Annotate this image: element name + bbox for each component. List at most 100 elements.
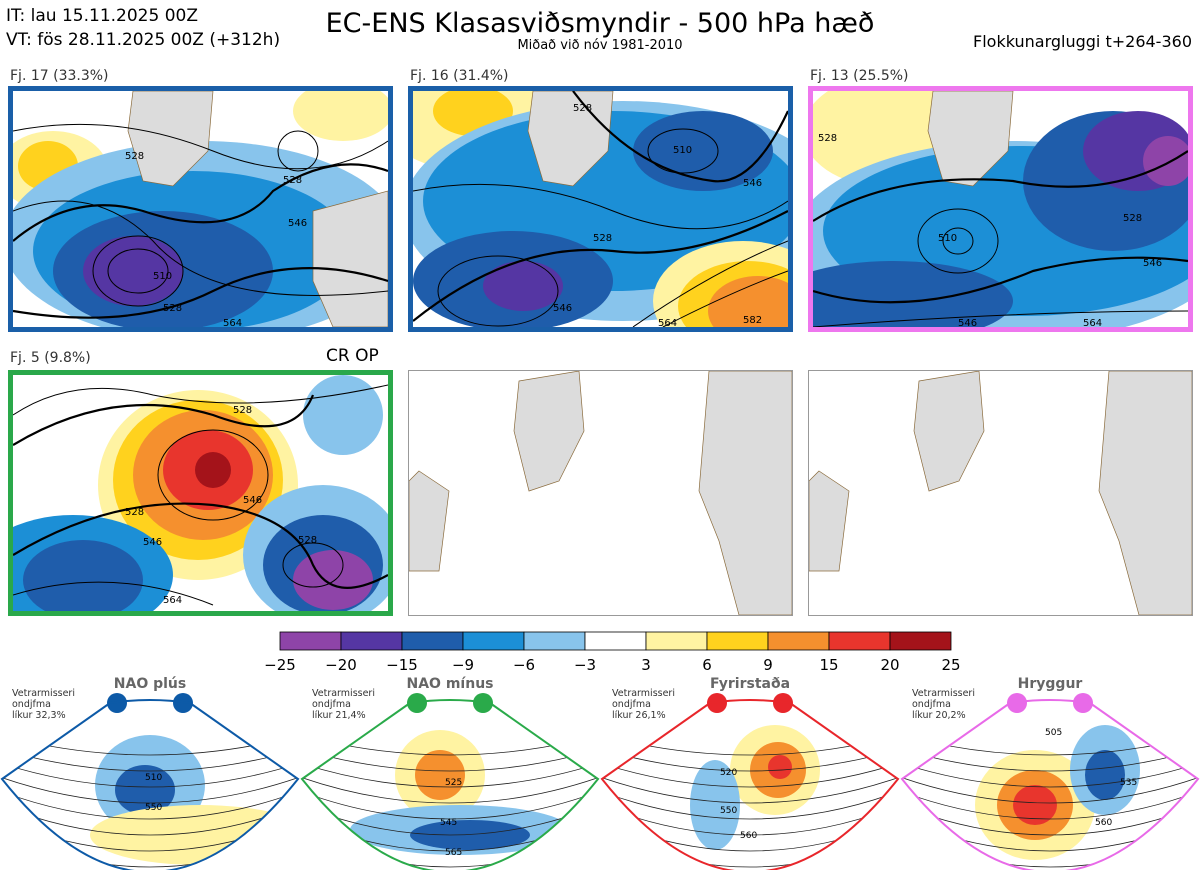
land-mass	[927, 91, 1014, 187]
height-contour	[813, 150, 1188, 222]
regime-probability-note: Vetrarmisseri ondjfma líkur 20,2%	[912, 688, 975, 721]
land-mass	[809, 470, 850, 572]
contour-label: 528	[163, 303, 182, 314]
contour-label: 535	[1120, 778, 1137, 788]
contour-label: 520	[720, 768, 737, 778]
colorbar-swatch	[523, 631, 586, 651]
colorbar-tick-label: −3	[574, 656, 596, 674]
height-contour	[13, 502, 388, 589]
regime-map: 505 535 560	[900, 699, 1200, 870]
climatology-subtitle: Miðað við nóv 1981-2010	[517, 38, 683, 53]
height-contour	[662, 270, 788, 327]
height-contour	[602, 762, 898, 788]
contour-label: 546	[288, 218, 307, 229]
anomaly-field	[293, 91, 388, 141]
land-mass	[1098, 371, 1192, 615]
height-contour	[602, 748, 898, 772]
colorbar-tick-label: 6	[702, 656, 712, 674]
height-contour	[2, 748, 298, 772]
contour-label: 564	[163, 595, 182, 606]
anomaly-field	[690, 760, 740, 850]
anomaly-field	[768, 755, 792, 779]
contour-label: 546	[553, 303, 572, 314]
regime-map: 510 550	[0, 699, 300, 870]
height-contour	[902, 776, 1198, 804]
contour-label: 564	[658, 318, 677, 327]
regime-title: Hryggur	[1017, 676, 1083, 692]
colorbar-swatch	[706, 631, 769, 651]
regime-title: NAO plús	[113, 676, 187, 692]
contour-label: 528	[298, 535, 317, 546]
contour-label: 564	[1083, 318, 1102, 327]
height-contour	[917, 208, 999, 274]
cluster-window-label: Flokkunargluggi t+264-360	[973, 32, 1192, 51]
height-contour	[302, 776, 598, 804]
contour-label: 528	[233, 405, 252, 416]
anomaly-field	[90, 805, 298, 865]
colorbar-tick-label: 15	[819, 656, 838, 674]
colorbar-swatch	[340, 631, 403, 651]
height-contour	[13, 267, 388, 319]
contour-label: 505	[1045, 728, 1062, 738]
contour-label: 546	[143, 537, 162, 548]
colorbar-swatch	[462, 631, 525, 651]
anomaly-field	[410, 820, 530, 850]
contour-label: 510	[938, 233, 957, 244]
regime-map-border	[600, 699, 900, 870]
contour-label: 582	[743, 315, 762, 326]
height-contour	[302, 748, 598, 772]
regime-map: 525 545 565	[300, 699, 600, 870]
anomaly-field	[1013, 785, 1057, 825]
cluster-3-label: Fj. 13 (25.5%)	[810, 68, 909, 84]
height-contour	[157, 429, 269, 521]
colorbar-swatch	[645, 631, 708, 651]
height-contour	[602, 790, 898, 820]
contour-label: 560	[740, 831, 757, 841]
height-contour	[2, 762, 298, 788]
colorbar-tick-label: −9	[452, 656, 474, 674]
land-mass	[127, 91, 214, 187]
cluster-map-1: 528 528 546 510 528 564	[8, 86, 393, 332]
contour-label: 510	[673, 145, 692, 156]
anomaly-field	[1143, 136, 1188, 186]
colorbar-tick-label: 3	[641, 656, 651, 674]
colorbar-tick-label: −6	[513, 656, 535, 674]
height-contour	[602, 846, 898, 870]
land-mass	[409, 470, 450, 572]
contour-label: 528	[818, 133, 837, 144]
height-contour	[13, 163, 388, 242]
contour-label: 545	[440, 818, 457, 828]
contour-label: 546	[743, 178, 762, 189]
contour-label: 528	[593, 233, 612, 244]
contour-label: 564	[223, 318, 242, 327]
height-contour	[902, 762, 1198, 788]
cluster-map-2: 528 546 510 528 546 564 582	[408, 86, 793, 332]
land-mass	[698, 371, 792, 615]
empty-map-1	[408, 370, 793, 616]
issue-time: IT: lau 15.11.2025 00Z	[6, 6, 198, 26]
height-contour	[92, 235, 184, 307]
colorbar-tick-label: −25	[264, 656, 296, 674]
contour-label: 528	[283, 175, 302, 186]
contour-label: 510	[153, 271, 172, 282]
anomaly-field	[23, 540, 143, 611]
height-contour	[902, 748, 1198, 772]
height-contour	[282, 542, 344, 588]
height-contour	[813, 256, 1188, 304]
cluster-map-3: 528 510 528 546 546 564	[808, 86, 1193, 332]
height-contour	[437, 255, 559, 327]
land-mass	[513, 371, 585, 492]
anomaly-field	[293, 550, 373, 610]
regime-probability-note: Vetrarmisseri ondjfma líkur 21,4%	[312, 688, 375, 721]
contour-label: 525	[445, 778, 462, 788]
colorbar-tick-label: −20	[325, 656, 357, 674]
contour-label: 528	[125, 507, 144, 518]
land-mass	[913, 371, 985, 492]
height-contour	[413, 183, 788, 230]
regime-probability-note: Vetrarmisseri ondjfma líkur 32,3%	[12, 688, 75, 721]
anomaly-field	[483, 261, 563, 311]
empty-map-2	[808, 370, 1193, 616]
colorbar-swatch	[584, 631, 647, 651]
colorbar: −25 −20 −15 −9 −6 −3 3 6 9 15 20 25	[264, 631, 960, 674]
height-contour	[942, 227, 974, 255]
